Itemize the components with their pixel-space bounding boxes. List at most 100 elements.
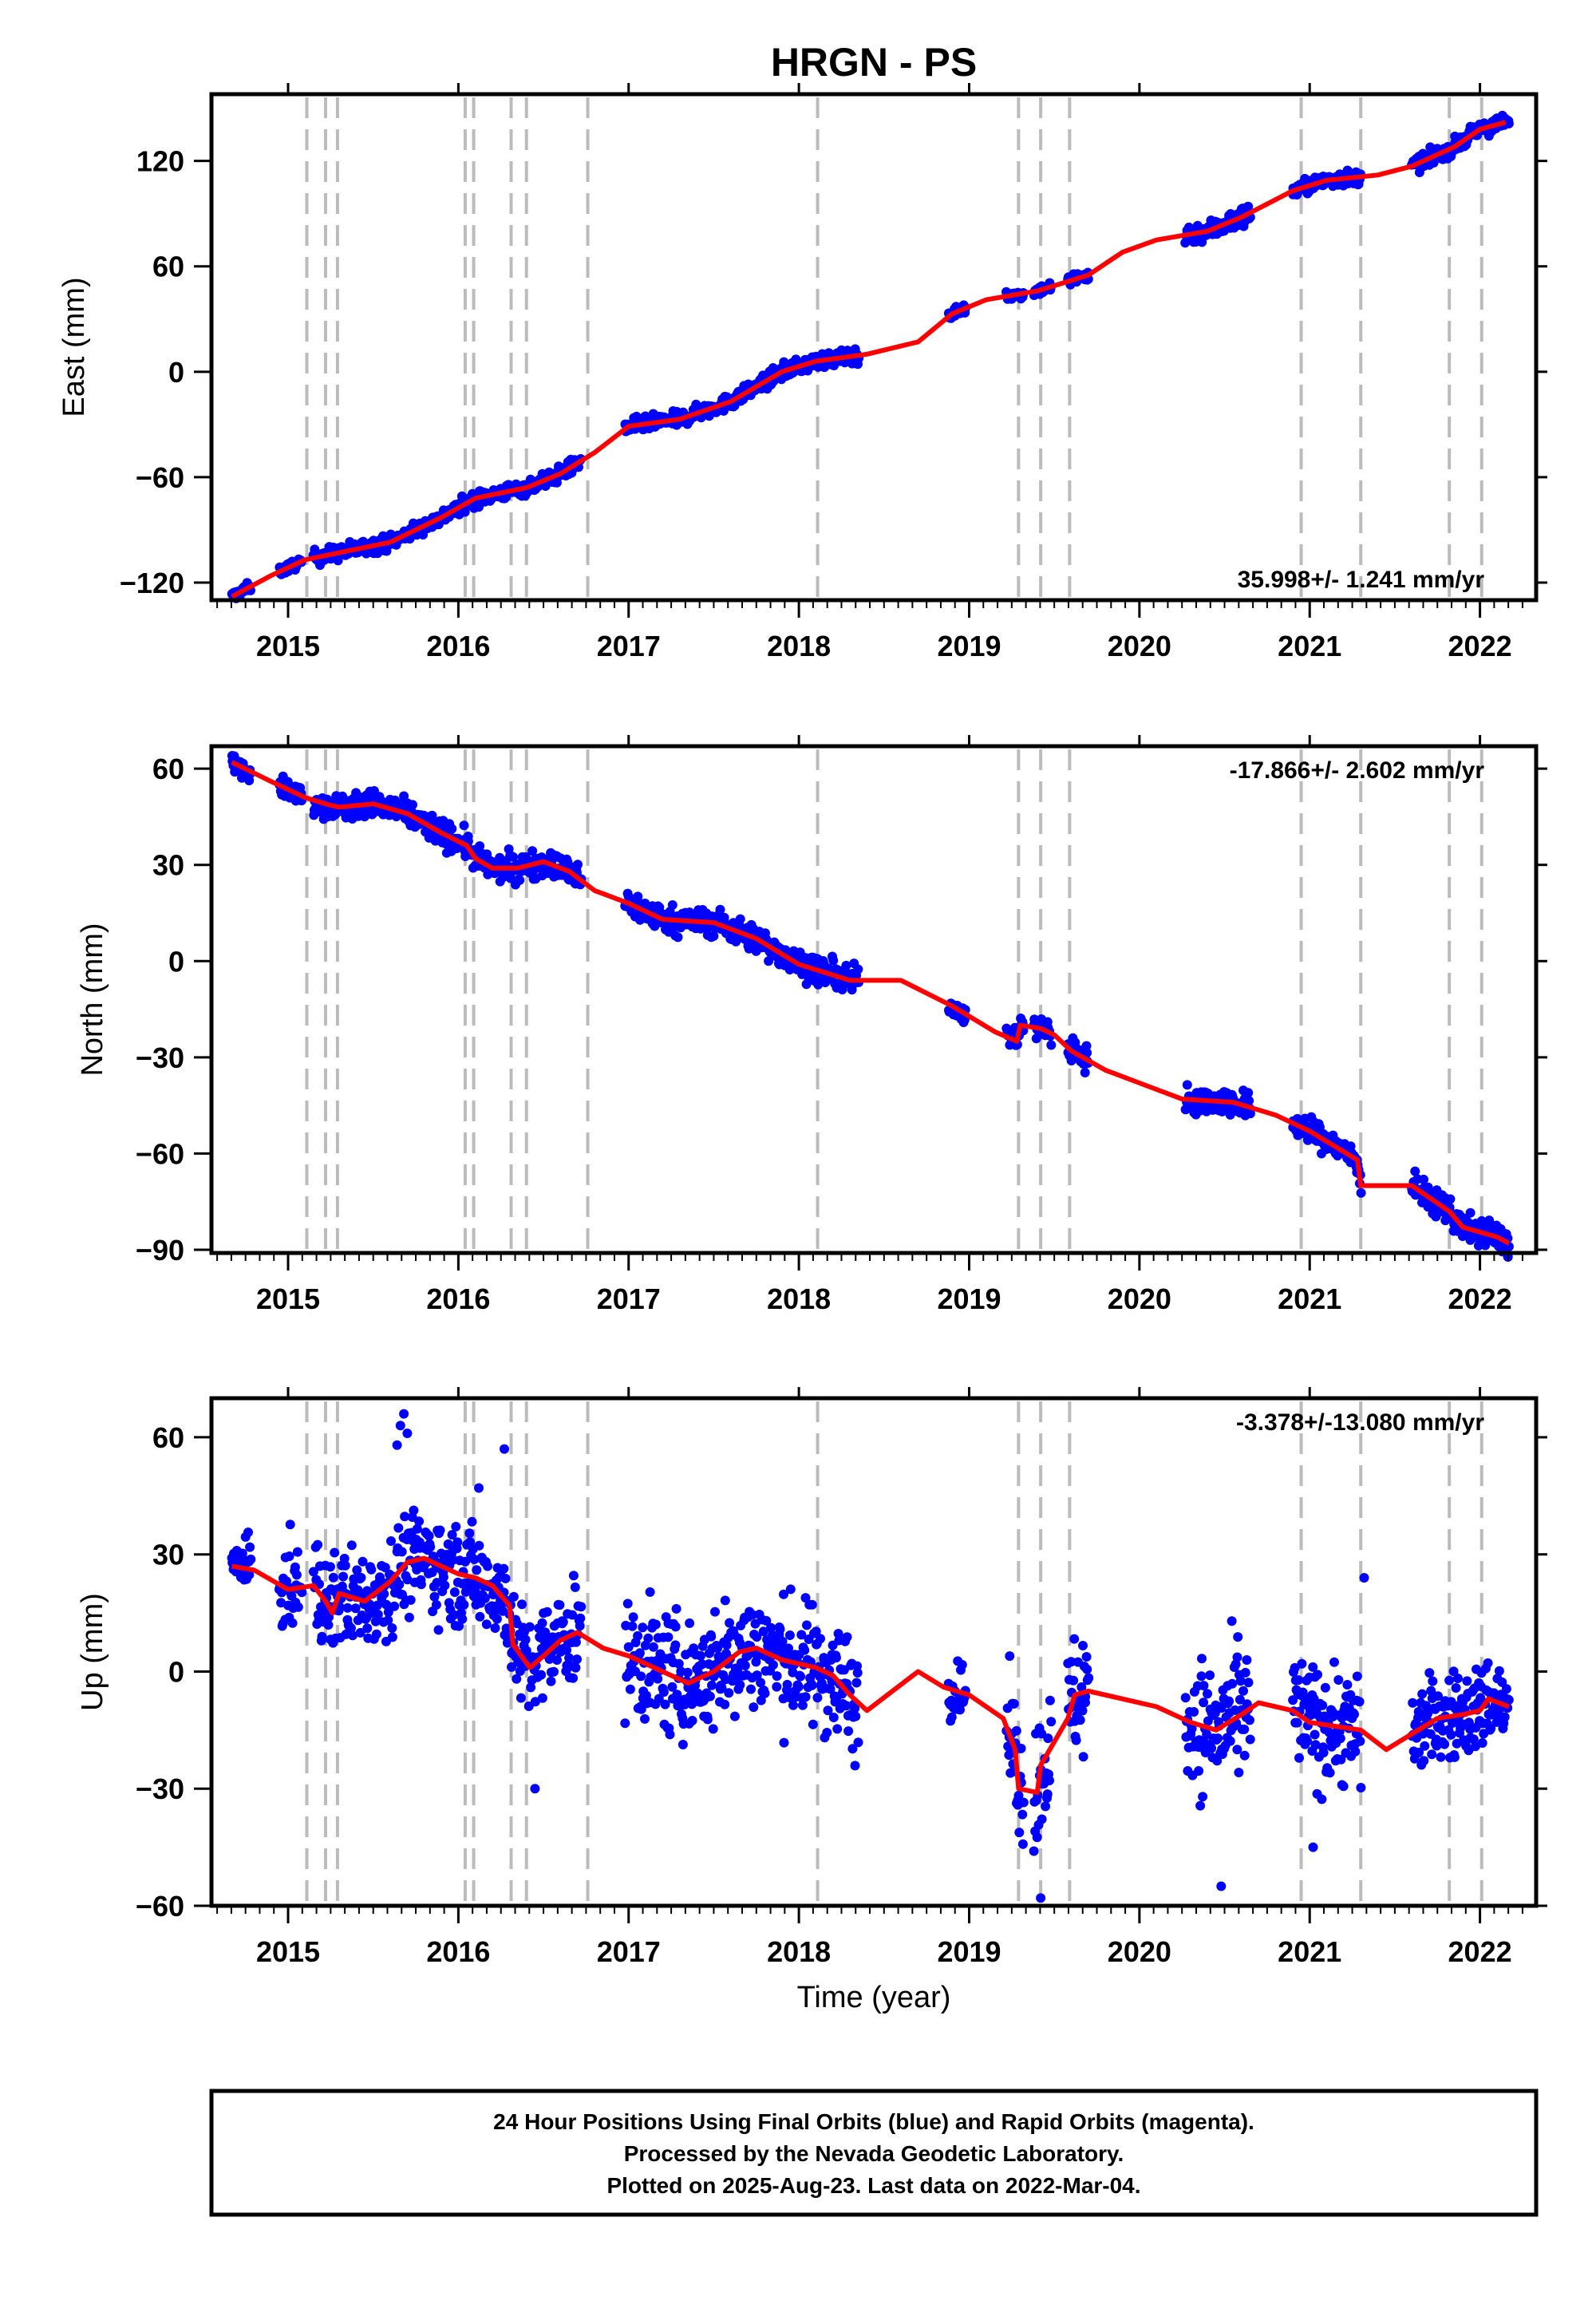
up-data-point xyxy=(237,1548,247,1559)
up-data-point xyxy=(1036,1893,1046,1903)
up-data-point xyxy=(650,1619,661,1630)
up-data-point xyxy=(404,1612,414,1622)
north-data-point xyxy=(853,964,863,974)
up-data-point xyxy=(570,1582,580,1592)
up-data-point xyxy=(800,1692,811,1702)
footer-line-1: 24 Hour Positions Using Final Orbits (bl… xyxy=(493,2109,1254,2134)
up-data-point xyxy=(467,1516,477,1527)
up-data-point xyxy=(1187,1724,1197,1733)
up-data-point xyxy=(1433,1691,1443,1701)
up-data-point xyxy=(1069,1675,1079,1686)
up-x-tick-label: 2015 xyxy=(256,1935,320,1968)
up-data-point xyxy=(1077,1682,1087,1692)
up-data-point xyxy=(1037,1814,1047,1824)
up-data-point xyxy=(648,1642,658,1652)
up-data-point xyxy=(832,1724,843,1734)
north-x-tick-label: 2018 xyxy=(767,1282,831,1315)
up-data-point xyxy=(474,1540,484,1551)
up-data-point xyxy=(1071,1735,1081,1745)
up-data-point xyxy=(1292,1717,1302,1728)
up-data-point xyxy=(1426,1686,1436,1696)
up-data-point xyxy=(440,1580,450,1591)
up-data-point xyxy=(567,1610,578,1620)
up-data-point xyxy=(480,1593,490,1603)
up-data-point xyxy=(1503,1695,1514,1705)
up-data-point xyxy=(1032,1832,1042,1843)
up-data-point xyxy=(1350,1746,1361,1757)
up-data-point xyxy=(816,1634,825,1644)
north-y-tick-label: −30 xyxy=(136,1041,184,1074)
up-data-point xyxy=(775,1624,785,1634)
up-data-point xyxy=(851,1711,861,1721)
up-data-point xyxy=(1310,1740,1321,1750)
up-data-point xyxy=(412,1524,422,1534)
up-data-point xyxy=(460,1556,471,1567)
up-data-point xyxy=(1317,1794,1327,1804)
up-data-point xyxy=(1005,1651,1015,1662)
up-data-point xyxy=(572,1654,582,1665)
up-data-point xyxy=(851,1678,862,1688)
up-data-point xyxy=(245,1542,255,1552)
up-data-point xyxy=(1017,1839,1028,1849)
up-data-point xyxy=(946,1712,957,1722)
up-data-point xyxy=(772,1671,782,1682)
north-x-tick-label: 2020 xyxy=(1108,1282,1171,1315)
up-data-point xyxy=(638,1622,648,1633)
up-data-point xyxy=(290,1562,300,1572)
north-data-point xyxy=(1046,1040,1057,1050)
up-data-point xyxy=(620,1718,630,1729)
up-data-point xyxy=(1308,1842,1318,1852)
up-data-point xyxy=(575,1621,585,1631)
north-y-axis-label: North (mm) xyxy=(76,923,109,1076)
up-data-point xyxy=(291,1570,302,1580)
up-data-point xyxy=(807,1599,817,1610)
up-data-point xyxy=(500,1573,511,1583)
up-data-point xyxy=(627,1621,638,1631)
up-data-point xyxy=(469,1554,480,1564)
up-data-point xyxy=(796,1671,806,1682)
east-x-tick-label: 2017 xyxy=(597,630,661,662)
up-data-point xyxy=(752,1632,762,1642)
up-data-point xyxy=(1243,1678,1254,1688)
up-data-point xyxy=(705,1691,715,1701)
up-x-tick-label: 2020 xyxy=(1108,1935,1171,1968)
up-data-point xyxy=(720,1699,730,1709)
up-data-point xyxy=(788,1700,798,1710)
up-data-point xyxy=(1029,1846,1039,1856)
up-data-point xyxy=(823,1705,833,1716)
up-data-point xyxy=(1290,1662,1300,1673)
up-x-tick-label: 2019 xyxy=(937,1935,1001,1968)
north-data-point xyxy=(1081,1041,1092,1051)
up-data-point xyxy=(448,1610,459,1620)
up-data-point xyxy=(293,1602,303,1612)
up-data-point xyxy=(1017,1809,1028,1820)
up-data-point xyxy=(517,1599,527,1610)
up-data-point xyxy=(842,1632,852,1642)
up-data-point xyxy=(1196,1671,1207,1682)
up-data-point xyxy=(373,1610,383,1619)
up-data-point xyxy=(1082,1664,1092,1674)
north-data-point xyxy=(527,846,538,856)
up-data-point xyxy=(777,1636,788,1646)
up-data-point xyxy=(552,1655,562,1665)
north-data-point xyxy=(427,810,437,820)
north-plot-frame xyxy=(209,744,1539,1255)
up-x-tick-label: 2021 xyxy=(1278,1935,1341,1968)
up-data-point xyxy=(696,1650,705,1661)
up-data-point xyxy=(276,1598,286,1608)
up-data-point xyxy=(1318,1748,1329,1758)
up-data-point xyxy=(1238,1686,1248,1696)
up-data-point xyxy=(481,1619,492,1630)
up-data-point xyxy=(782,1679,792,1690)
up-data-point xyxy=(464,1528,475,1539)
east-model-line xyxy=(231,120,1507,599)
north-x-tick-label: 2017 xyxy=(597,1282,661,1315)
up-data-point xyxy=(643,1633,654,1643)
up-data-point xyxy=(665,1729,675,1740)
up-data-point xyxy=(380,1563,390,1573)
up-data-point xyxy=(346,1623,356,1634)
up-data-point xyxy=(1462,1676,1472,1686)
up-data-point xyxy=(628,1612,638,1622)
up-data-point xyxy=(697,1659,707,1670)
up-data-point xyxy=(1078,1752,1088,1762)
